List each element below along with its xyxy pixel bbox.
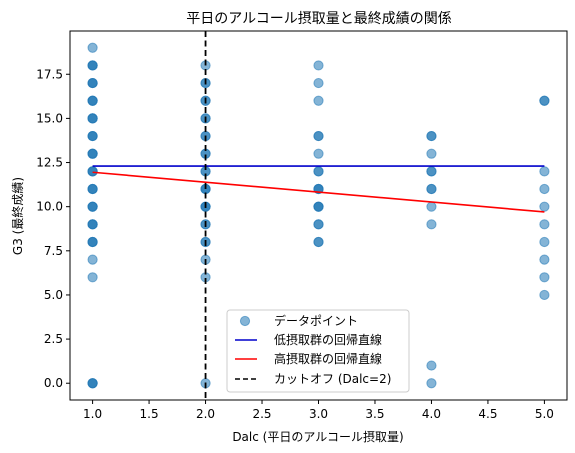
x-tick-label: 5.0	[535, 407, 554, 421]
data-point	[426, 378, 437, 389]
data-point	[313, 77, 324, 89]
data-point	[87, 148, 98, 159]
x-tick-label: 3.5	[365, 407, 384, 421]
y-tick-label: 17.5	[36, 67, 63, 81]
y-tick-label: 7.5	[44, 244, 63, 258]
data-point	[313, 95, 324, 106]
x-tick-label: 1.0	[83, 407, 102, 421]
data-point	[87, 77, 98, 89]
y-axis-title: G3 (最終成績)	[10, 177, 25, 255]
data-point	[87, 219, 98, 230]
data-point	[87, 236, 98, 248]
legend-marker-scatter	[239, 315, 251, 327]
data-point	[539, 272, 550, 283]
data-point	[539, 166, 550, 177]
y-tick-label: 10.0	[36, 200, 63, 214]
data-point	[426, 166, 437, 177]
data-point	[426, 219, 437, 230]
legend-label-scatter: データポイント	[274, 313, 358, 328]
x-tick-label: 1.5	[140, 407, 159, 421]
data-point	[87, 130, 98, 142]
data-point	[87, 95, 98, 106]
data-point	[539, 219, 550, 230]
x-tick-label: 2.0	[196, 407, 215, 421]
data-point	[426, 148, 437, 159]
y-tick-label: 5.0	[44, 288, 63, 302]
legend-frame	[226, 309, 410, 393]
data-point	[539, 95, 550, 106]
data-point	[87, 183, 98, 195]
data-point	[313, 130, 324, 142]
data-point	[87, 42, 98, 53]
data-point	[87, 113, 98, 124]
x-axis-title: Dalc (平日のアルコール摂取量)	[232, 429, 403, 444]
y-tick-label: 0.0	[44, 376, 63, 390]
y-tick-label: 2.5	[44, 332, 63, 346]
data-point	[87, 60, 98, 71]
legend-label-cutoff: カットオフ (Dalc=2)	[274, 372, 391, 386]
x-tick-label: 4.0	[422, 407, 441, 421]
data-point	[313, 148, 324, 159]
data-point	[313, 201, 324, 212]
data-point	[426, 360, 437, 371]
data-point	[313, 219, 324, 230]
y-tick-label: 15.0	[36, 111, 63, 125]
legend-label-line-low: 低摂取群の回帰直線	[274, 332, 382, 347]
data-point	[87, 378, 98, 389]
data-point	[426, 201, 437, 212]
data-point	[87, 254, 98, 265]
chart-title: 平日のアルコール摂取量と最終成績の関係	[186, 11, 452, 27]
regression-line-high	[92, 171, 545, 213]
data-point	[426, 130, 437, 142]
plot-area	[87, 31, 550, 400]
legend: データポイント 低摂取群の回帰直線 高摂取群の回帰直線 カットオフ (Dalc=…	[226, 309, 410, 393]
data-point	[87, 201, 98, 212]
data-point	[426, 183, 437, 195]
data-point	[539, 183, 550, 195]
x-tick-label: 3.0	[309, 407, 328, 421]
x-tick-label: 4.5	[478, 407, 497, 421]
data-point	[313, 166, 324, 177]
data-point	[539, 289, 550, 301]
data-point	[313, 60, 324, 71]
data-point	[539, 201, 550, 212]
data-point	[87, 166, 98, 177]
data-point	[87, 272, 98, 283]
data-point	[539, 236, 550, 248]
y-axis: 0.0 2.5 5.0 7.5 10.0 12.5 15.0 17.5	[36, 67, 70, 390]
legend-label-line-high: 高摂取群の回帰直線	[274, 351, 382, 366]
x-axis: 1.0 1.5 2.0 2.5 3.0 3.5 4.0 4.5 5.0	[83, 400, 554, 421]
x-tick-label: 2.5	[252, 407, 271, 421]
y-tick-label: 12.5	[36, 156, 63, 170]
data-point	[539, 254, 550, 265]
data-point	[313, 236, 324, 248]
